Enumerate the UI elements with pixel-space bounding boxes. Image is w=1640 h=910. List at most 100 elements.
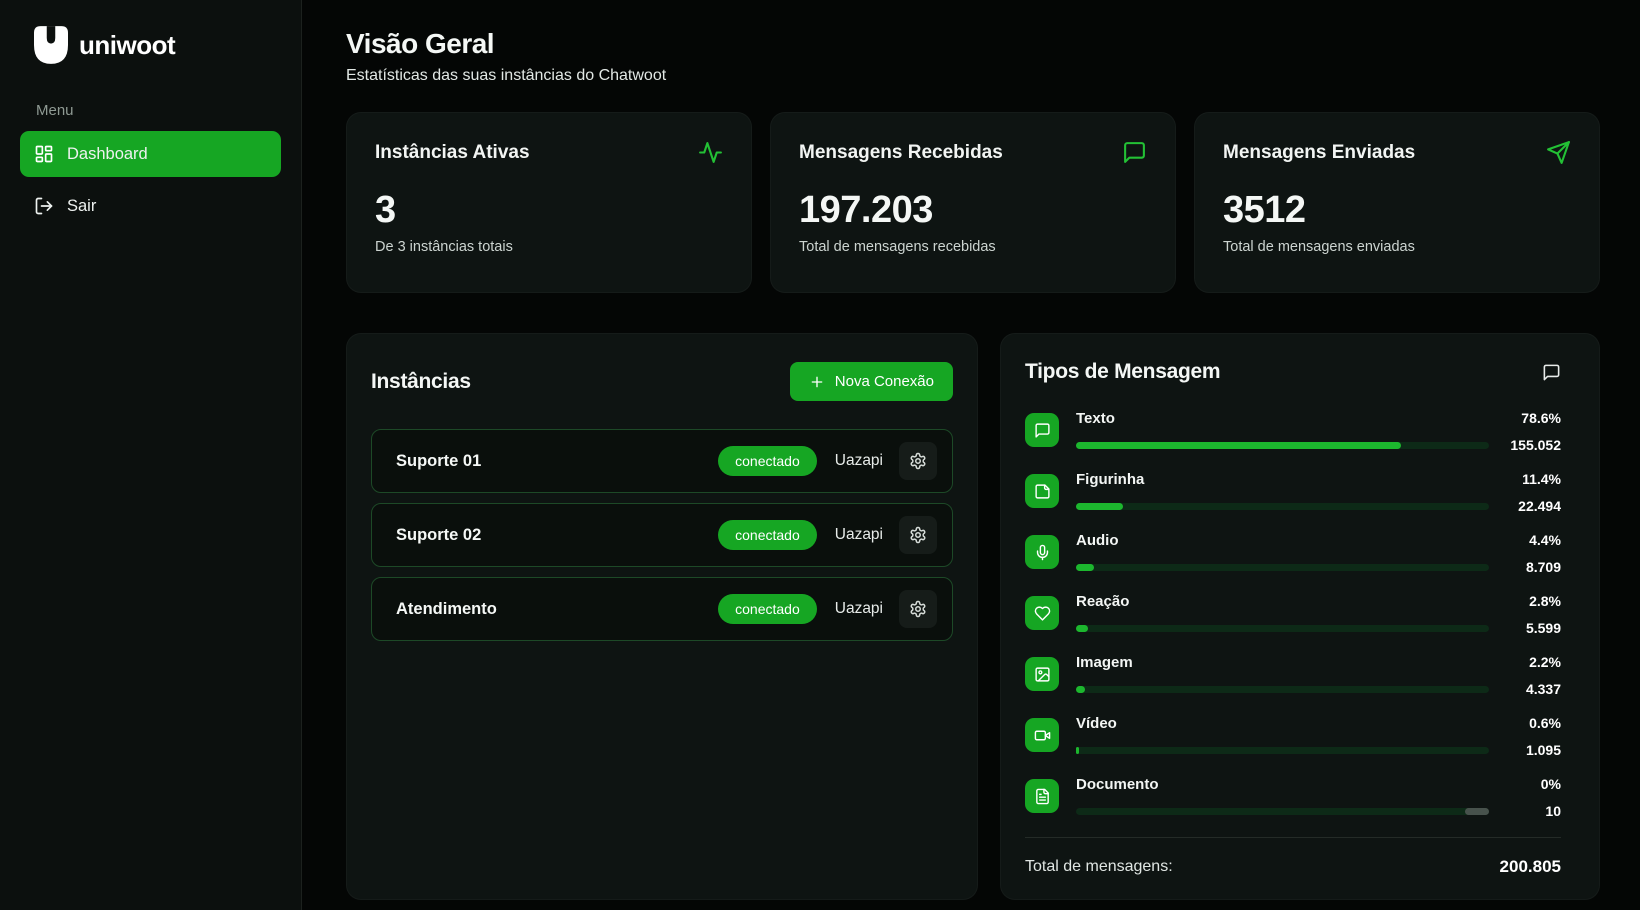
- sidebar-item-label: Dashboard: [67, 144, 148, 163]
- message-type-percent: 2.8%: [1529, 593, 1561, 609]
- message-type-percent: 4.4%: [1529, 532, 1561, 548]
- message-types-panel: Tipos de Mensagem Texto 78.6% 155.052: [1000, 333, 1600, 900]
- video-icon: [1025, 718, 1059, 752]
- message-type-label: Imagem: [1076, 654, 1133, 671]
- message-icon: [1542, 363, 1561, 382]
- instance-settings-button[interactable]: [899, 442, 937, 480]
- message-type-row: Imagem 2.2% 4.337: [1025, 654, 1561, 697]
- stat-card-value: 197.203: [799, 189, 933, 231]
- gear-icon: [909, 452, 927, 470]
- progress-bar: [1076, 685, 1489, 693]
- total-label: Total de mensagens:: [1025, 858, 1173, 875]
- message-type-label: Texto: [1076, 410, 1115, 427]
- message-type-count: 5.599: [1525, 620, 1561, 636]
- new-connection-label: Nova Conexão: [834, 373, 934, 390]
- main-content: Visão Geral Estatísticas das suas instân…: [302, 0, 1640, 910]
- stat-card-caption: De 3 instâncias totais: [375, 239, 513, 255]
- sticker-icon: [1025, 474, 1059, 508]
- instances-panel: Instâncias Nova Conexão Suporte 01 conec…: [346, 333, 978, 900]
- brand-logo[interactable]: uniwoot: [20, 26, 281, 64]
- total-value: 200.805: [1499, 857, 1561, 876]
- instance-name: Suporte 02: [396, 525, 482, 544]
- progress-bar: [1076, 441, 1489, 449]
- stat-card-title: Mensagens Recebidas: [799, 141, 1003, 163]
- sidebar-item-label: Sair: [67, 196, 97, 215]
- status-badge: conectado: [718, 594, 817, 624]
- message-type-count: 10: [1545, 803, 1561, 819]
- stat-card-title: Mensagens Enviadas: [1223, 141, 1416, 163]
- instance-provider: Uazapi: [834, 600, 883, 617]
- instance-provider: Uazapi: [834, 452, 883, 469]
- message-type-row: Vídeo 0.6% 1.095: [1025, 715, 1561, 758]
- progress-bar: [1076, 563, 1489, 571]
- mic-icon: [1025, 535, 1059, 569]
- stat-card-caption: Total de mensagens enviadas: [1223, 239, 1415, 255]
- message-types-title: Tipos de Mensagem: [1025, 360, 1221, 383]
- message-type-percent: 0.6%: [1529, 715, 1561, 731]
- stat-card: Instâncias Ativas 3 De 3 instâncias tota…: [346, 112, 752, 293]
- message-type-row: Documento 0% 10: [1025, 776, 1561, 819]
- send-icon: [1546, 140, 1571, 165]
- instance-name: Atendimento: [396, 599, 497, 618]
- gear-icon: [909, 526, 927, 544]
- message-type-row: Figurinha 11.4% 22.494: [1025, 471, 1561, 514]
- image-icon: [1025, 657, 1059, 691]
- stat-card-value: 3512: [1223, 189, 1306, 231]
- heart-icon: [1025, 596, 1059, 630]
- stat-cards: Instâncias Ativas 3 De 3 instâncias tota…: [346, 112, 1600, 293]
- message-type-row: Texto 78.6% 155.052: [1025, 410, 1561, 453]
- progress-bar: [1076, 807, 1489, 815]
- progress-end-cap: [1465, 807, 1489, 815]
- message-type-count: 4.337: [1525, 681, 1561, 697]
- message-type-count: 155.052: [1510, 437, 1561, 453]
- message-type-percent: 78.6%: [1521, 410, 1561, 426]
- message-type-percent: 2.2%: [1529, 654, 1561, 670]
- document-icon: [1025, 779, 1059, 813]
- message-type-label: Vídeo: [1076, 715, 1117, 732]
- logout-icon: [34, 196, 54, 216]
- message-type-row: Reação 2.8% 5.599: [1025, 593, 1561, 636]
- status-badge: conectado: [718, 520, 817, 550]
- progress-bar: [1076, 624, 1489, 632]
- new-connection-button[interactable]: Nova Conexão: [789, 362, 953, 401]
- uniwoot-logo-icon: [34, 26, 68, 64]
- message-type-label: Reação: [1076, 593, 1130, 610]
- progress-bar: [1076, 746, 1489, 754]
- stat-card-title: Instâncias Ativas: [375, 141, 530, 163]
- instance-settings-button[interactable]: [899, 590, 937, 628]
- instance-row: Atendimento conectado Uazapi: [371, 577, 953, 641]
- progress-bar: [1076, 502, 1489, 510]
- instances-panel-title: Instâncias: [371, 369, 471, 393]
- message-icon: [1122, 140, 1147, 165]
- instance-row: Suporte 01 conectado Uazapi: [371, 429, 953, 493]
- sidebar: uniwoot Menu Dashboard Sair: [0, 0, 302, 910]
- dashboard-grid-icon: [34, 144, 54, 164]
- page-subtitle: Estatísticas das suas instâncias do Chat…: [346, 67, 667, 84]
- instance-settings-button[interactable]: [899, 516, 937, 554]
- message-type-count: 8.709: [1525, 559, 1561, 575]
- instance-provider: Uazapi: [834, 526, 883, 543]
- message-type-label: Documento: [1076, 776, 1159, 793]
- sidebar-item-dashboard[interactable]: Dashboard: [20, 131, 281, 177]
- plus-icon: [809, 374, 825, 390]
- activity-icon: [698, 140, 723, 165]
- instances-list: Suporte 01 conectado Uazapi Suporte 02 c…: [371, 429, 953, 641]
- message-type-label: Figurinha: [1076, 471, 1145, 488]
- bottom-panels: Instâncias Nova Conexão Suporte 01 conec…: [346, 333, 1600, 900]
- instance-name: Suporte 01: [396, 451, 482, 470]
- message-types-list: Texto 78.6% 155.052 Figurinha 11.4% 22: [1025, 410, 1561, 837]
- gear-icon: [909, 600, 927, 618]
- stat-card-caption: Total de mensagens recebidas: [799, 239, 996, 255]
- menu-section-label: Menu: [36, 102, 74, 119]
- message-type-row: Audio 4.4% 8.709: [1025, 532, 1561, 575]
- message-icon: [1025, 413, 1059, 447]
- message-type-label: Audio: [1076, 532, 1119, 549]
- status-badge: conectado: [718, 446, 817, 476]
- message-type-percent: 11.4%: [1522, 471, 1561, 487]
- stat-card: Mensagens Recebidas 197.203 Total de men…: [770, 112, 1176, 293]
- stat-card-value: 3: [375, 189, 396, 231]
- sidebar-item-logout[interactable]: Sair: [20, 183, 281, 229]
- page-title: Visão Geral: [346, 28, 495, 59]
- message-type-count: 22.494: [1518, 498, 1561, 514]
- message-type-percent: 0%: [1540, 776, 1561, 792]
